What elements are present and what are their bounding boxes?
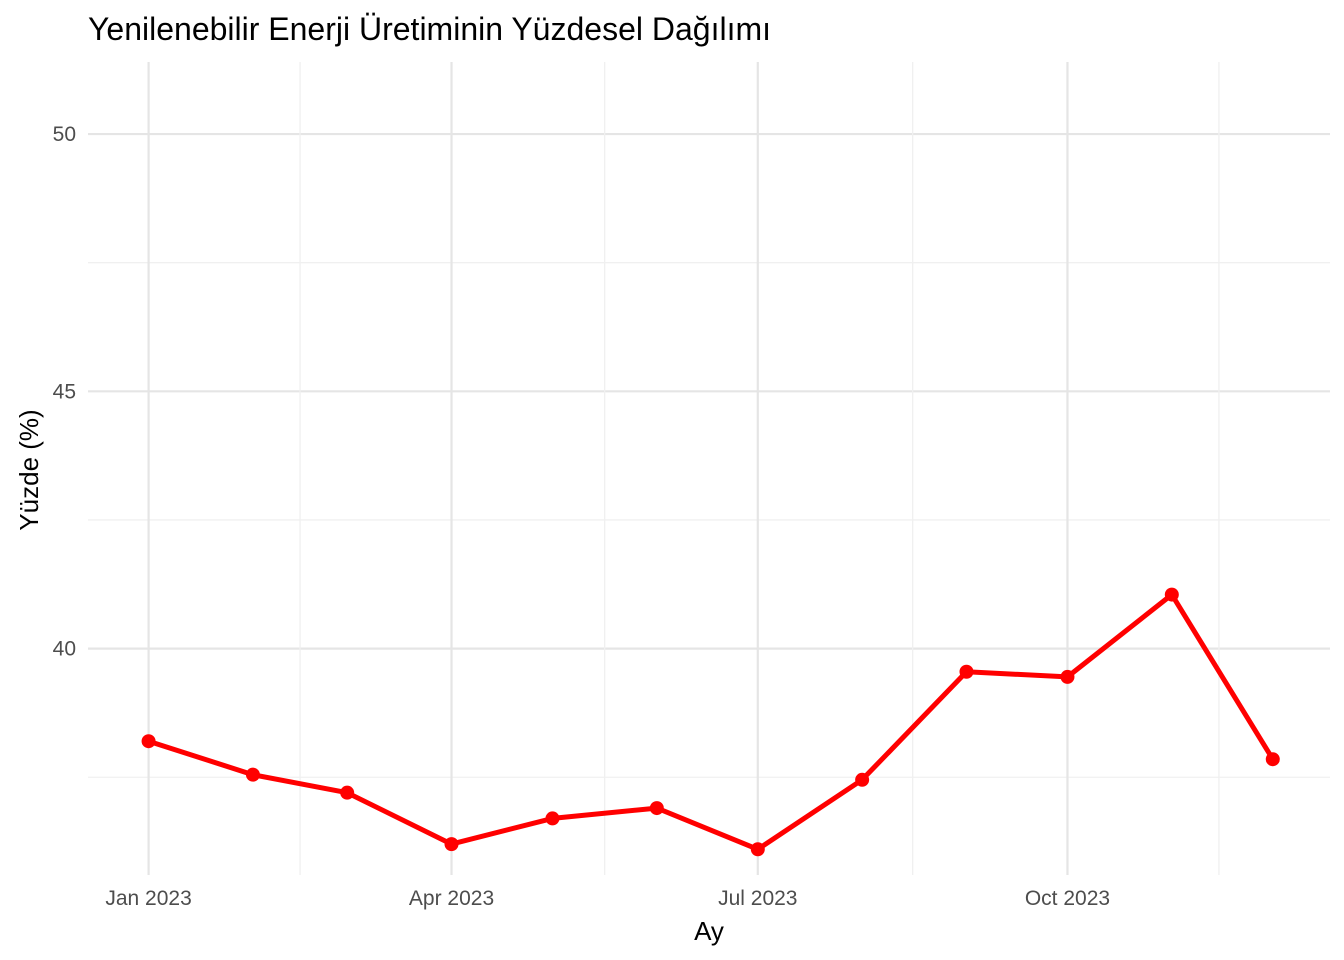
data-point	[245, 767, 260, 782]
data-points	[141, 587, 1280, 857]
data-point	[1060, 669, 1075, 684]
chart-title: Yenilenebilir Enerji Üretiminin Yüzdesel…	[88, 11, 771, 47]
data-point	[959, 664, 974, 679]
x-tick-label: Oct 2023	[1025, 887, 1110, 910]
data-point	[750, 842, 765, 857]
data-point	[1265, 752, 1280, 767]
x-tick-label: Jan 2023	[105, 887, 191, 910]
data-point	[444, 837, 459, 852]
y-tick-label: 40	[53, 638, 76, 661]
y-tick-label: 50	[53, 123, 76, 146]
data-point	[855, 772, 870, 787]
x-tick-label: Apr 2023	[409, 887, 494, 910]
grid-lines	[88, 62, 1330, 875]
axis-ticks: 40 45 50 Jan 2023 Apr 2023 Jul 2023 Oct 2023	[53, 123, 1110, 910]
data-point	[649, 801, 664, 816]
y-axis-title: Yüzde (%)	[14, 409, 44, 530]
data-point	[141, 734, 156, 749]
series-line-group	[146, 592, 1276, 852]
series-line	[146, 592, 1276, 852]
data-point	[340, 785, 355, 800]
x-tick-label: Jul 2023	[718, 887, 797, 910]
x-axis-title: Ay	[694, 916, 724, 946]
data-point	[1164, 587, 1179, 602]
y-tick-label: 45	[53, 380, 76, 403]
data-point	[545, 811, 560, 826]
